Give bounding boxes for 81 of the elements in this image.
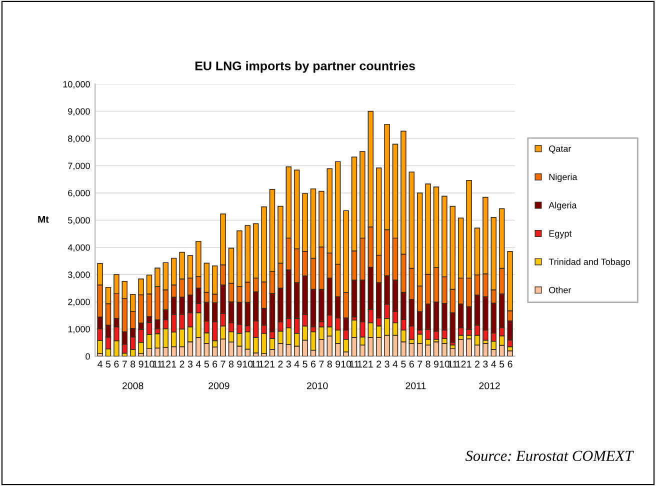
bar [433, 341, 440, 356]
bar [482, 343, 488, 356]
x-tick-label: 7 [122, 360, 127, 368]
x-tick-label: 9 [138, 360, 144, 368]
x-tick-label: 9 [336, 360, 340, 368]
y-tick-label: 2,000 [68, 298, 90, 306]
y-tick-label: 10,000 [63, 81, 90, 89]
x-tick-label: 10 [144, 360, 154, 368]
y-tick-label: 9,000 [68, 108, 90, 116]
x-tick-label: 10 [440, 360, 450, 368]
x-tick-label: 1 [172, 360, 176, 368]
legend-label: Nigeria [549, 174, 578, 182]
x-tick-label: 11 [252, 360, 260, 368]
y-tick-label: 8,000 [68, 135, 90, 143]
legend-label: Other [549, 286, 572, 294]
x-tick-label: 12 [259, 360, 269, 368]
x-tick-label: 5 [401, 360, 406, 368]
bar [466, 338, 472, 356]
x-tick-label: 10 [341, 360, 352, 368]
text: 2008 [122, 382, 144, 390]
legend-label: Trinidad and Tobago [548, 258, 630, 267]
x-tick-label: 7 [319, 360, 324, 368]
x-tick-label: 6 [212, 360, 218, 368]
x-tick-label: 6 [311, 360, 316, 368]
bar [442, 343, 448, 356]
bar [507, 350, 513, 356]
x-tick-label: 4 [491, 360, 496, 368]
x-tick-label: 2 [180, 360, 184, 368]
x-tick-label: 5 [106, 360, 111, 368]
chart-title: EU LNG imports by partner countries [195, 61, 415, 73]
x-tick-label: 1 [270, 360, 274, 368]
text: 2009 [208, 382, 230, 390]
x-tick-label: 2 [475, 360, 480, 368]
legend-label: Qatar [549, 145, 572, 154]
x-tick-label: 7 [418, 360, 422, 368]
x-tick-label: 3 [286, 360, 291, 368]
x-tick-label: 4 [294, 360, 300, 368]
x-tick-label: 11 [153, 360, 162, 368]
x-tick-label: 6 [409, 360, 414, 368]
legend-label: Algeria [548, 202, 577, 210]
text: 2011 [406, 382, 426, 390]
x-tick-label: 9 [434, 360, 438, 368]
x-tick-label: 11 [448, 360, 458, 368]
x-tick-label: 2 [376, 360, 382, 368]
x-tick-label: 8 [228, 360, 234, 368]
x-tick-label: 7 [220, 360, 226, 368]
x-tick-label: 5 [204, 360, 209, 368]
x-tick-label: 5 [500, 360, 504, 368]
x-tick-label: 4 [392, 360, 398, 368]
y-tick-label: 1,000 [68, 326, 90, 334]
x-tick-label: 6 [114, 360, 119, 368]
x-tick-label: 12 [358, 360, 368, 368]
x-tick-label: 3 [188, 360, 193, 368]
x-tick-label: 6 [508, 360, 512, 368]
x-tick-label: 3 [483, 360, 488, 368]
x-tick-label: 12 [160, 360, 171, 368]
x-tick-label: 8 [130, 360, 136, 368]
legend-label: Egypt [549, 230, 572, 239]
x-tick-label: 12 [456, 360, 466, 368]
x-tick-label: 9 [237, 360, 242, 368]
y-axis-title: Mt [38, 216, 49, 223]
text: 2010 [307, 382, 328, 390]
text: 2012 [479, 382, 500, 390]
x-tick-label: 1 [368, 360, 373, 368]
x-tick-label: 1 [467, 360, 472, 368]
x-tick-label: 3 [384, 360, 390, 368]
x-tick-label: 8 [426, 360, 430, 368]
x-tick-label: 10 [242, 360, 253, 368]
x-tick-label: 4 [98, 360, 102, 368]
y-tick-label: 3,000 [68, 272, 90, 280]
x-tick-label: 8 [327, 360, 332, 368]
x-tick-label: 4 [196, 360, 201, 368]
source-note: Source: Eurostat COMEXT [465, 450, 634, 462]
y-tick-label: 7,000 [68, 162, 90, 170]
x-tick-label: 11 [350, 360, 359, 368]
x-tick-label: 5 [302, 360, 308, 368]
y-tick-label: 0 [86, 353, 90, 360]
y-tick-label: 6,000 [68, 190, 90, 198]
y-tick-label: 4,000 [68, 244, 90, 252]
x-tick-label: 2 [278, 360, 283, 368]
y-tick-label: 5,000 [68, 217, 90, 225]
